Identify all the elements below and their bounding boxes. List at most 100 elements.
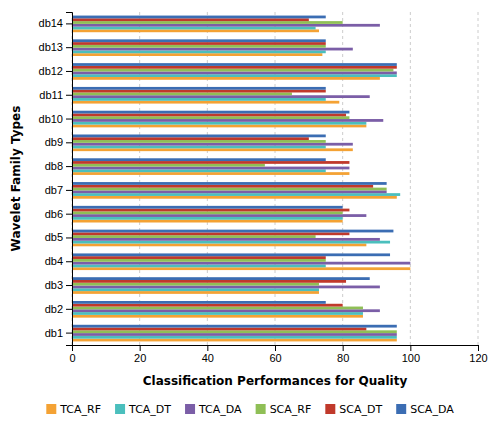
tick-label: db14 [39, 17, 63, 29]
bar [72, 116, 349, 119]
bar [72, 230, 393, 233]
bars [72, 16, 410, 342]
grid [72, 12, 478, 345]
bar [72, 304, 343, 307]
bar-series [72, 27, 400, 339]
tick-mark [66, 166, 72, 167]
tick-label: db7 [45, 184, 63, 196]
tick-label: 80 [337, 352, 349, 364]
tick-mark [66, 190, 72, 191]
legend-label: TCA_RF [59, 403, 101, 416]
bar [72, 283, 319, 286]
y-axis: db1db2db3db4db5db6db7db8db9db10db11db12d… [39, 13, 73, 346]
bar [72, 336, 397, 339]
legend: TCA_RF TCA_DT TCA_DA SCA_RF SCA_DT SCA_DA [46, 403, 454, 416]
bar [72, 77, 380, 80]
tick: db1 [45, 327, 72, 339]
tick: db3 [45, 279, 72, 291]
legend-label: TCA_DT [128, 403, 171, 416]
bar [72, 185, 373, 188]
bar [72, 309, 380, 312]
tick-label: 40 [202, 352, 214, 364]
bar [72, 161, 349, 164]
bar [72, 307, 363, 310]
grid-line [207, 12, 208, 345]
tick-mark [66, 95, 72, 96]
bar [72, 90, 326, 93]
bar [72, 98, 326, 101]
bar [72, 172, 349, 175]
tick-mark [140, 345, 141, 351]
legend-swatch [256, 404, 266, 414]
grid-line [410, 12, 411, 345]
tick-label: db10 [39, 113, 63, 125]
tick-mark [66, 285, 72, 286]
tick-label: db11 [39, 89, 63, 101]
legend-label: SCA_DA [410, 403, 454, 416]
grid-line [342, 12, 343, 345]
tick-mark [410, 345, 411, 351]
bar [72, 134, 326, 137]
tick: 100 [402, 345, 420, 364]
bar [72, 16, 326, 19]
bar [72, 111, 349, 114]
tick-mark [66, 309, 72, 310]
tick-label: db8 [45, 160, 63, 172]
bar-series [72, 29, 410, 341]
bar [72, 217, 343, 220]
tick: db7 [45, 184, 72, 196]
bar [72, 74, 397, 77]
tick-mark [66, 47, 72, 48]
legend-item: TCA_RF [46, 403, 101, 416]
bar [72, 167, 349, 170]
bar [72, 125, 366, 128]
bar [72, 193, 400, 196]
bar [72, 140, 326, 143]
bar [72, 280, 346, 283]
bar [72, 95, 370, 98]
chart: 020406080100120db1db2db3db4db5db6db7db8d… [0, 0, 500, 433]
tick: 60 [269, 345, 281, 364]
bar [72, 39, 326, 42]
legend-label: SCA_RF [270, 403, 312, 416]
tick-label: db9 [45, 136, 63, 148]
bar [72, 164, 265, 167]
tick-label: db6 [45, 208, 63, 220]
tick-mark [478, 345, 479, 351]
legend-label: TCA_DA [198, 403, 242, 416]
tick-label: 100 [402, 352, 420, 364]
tick: 20 [134, 345, 146, 364]
bar [72, 325, 397, 328]
y-axis-title: Wavelet Family Types [9, 106, 23, 252]
bar [72, 209, 349, 212]
tick-label: db2 [45, 303, 63, 315]
tick-label: 60 [269, 352, 281, 364]
bar [72, 220, 343, 223]
tick-label: db12 [39, 65, 63, 77]
bar [72, 169, 326, 172]
bar [72, 330, 397, 333]
bar [72, 53, 322, 56]
tick-label: db4 [45, 255, 63, 267]
bar [72, 188, 387, 191]
tick: 120 [469, 345, 487, 364]
bar [72, 291, 319, 294]
bar [72, 262, 410, 265]
bar-series [72, 21, 397, 333]
tick: db14 [39, 17, 72, 29]
tick-mark [275, 345, 276, 351]
bar-series [72, 24, 410, 336]
bar [72, 232, 349, 235]
plot: 020406080100120db1db2db3db4db5db6db7db8d… [9, 12, 488, 388]
bar [72, 238, 380, 241]
bar [72, 315, 363, 318]
bar [72, 235, 316, 238]
bar [72, 253, 390, 256]
legend-item: TCA_DT [115, 403, 171, 416]
bar [72, 92, 292, 95]
legend-item: SCA_DT [325, 403, 382, 416]
tick-mark [66, 237, 72, 238]
bar-series [72, 18, 397, 330]
bar [72, 148, 353, 151]
tick-mark [207, 345, 208, 351]
